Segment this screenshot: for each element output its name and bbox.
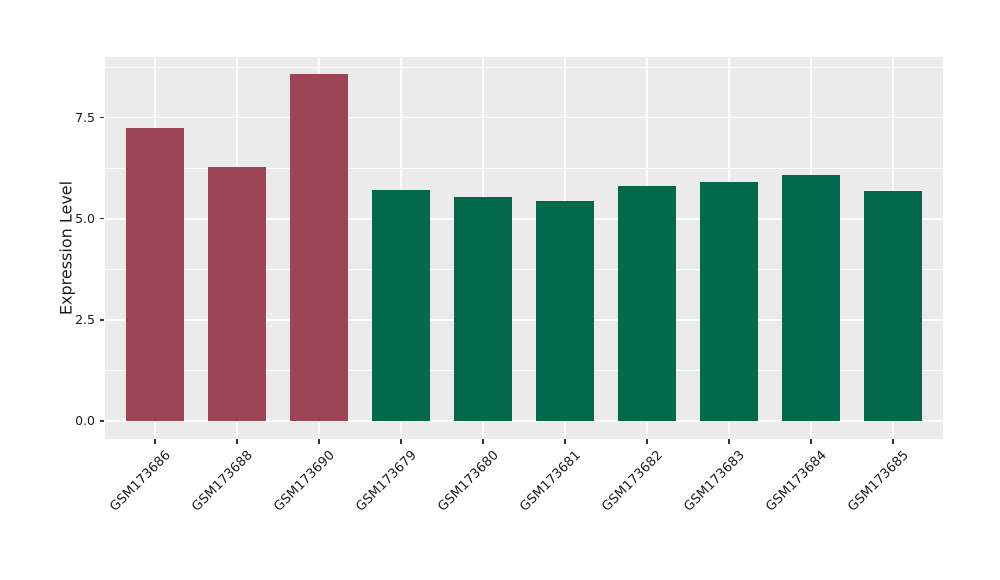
x-tick-label: GSM173685: [845, 448, 912, 515]
bar-GSM173680: [454, 197, 512, 421]
bar-GSM173683: [700, 182, 758, 421]
gridline-major: [105, 116, 943, 119]
bar-GSM173679: [372, 190, 430, 421]
y-tick-mark: [99, 217, 104, 220]
y-tick-label: 5.0: [75, 211, 95, 227]
bar-GSM173682: [618, 185, 676, 421]
x-tick-mark: [400, 439, 402, 444]
bar-GSM173681: [536, 200, 594, 421]
bar-GSM173684: [782, 175, 840, 421]
x-tick-mark: [728, 439, 730, 444]
x-tick-mark: [482, 439, 484, 444]
gridline-major: [105, 318, 943, 321]
x-tick-label: GSM173690: [271, 448, 338, 515]
bar-GSM173686: [126, 127, 184, 421]
bar-GSM173690: [290, 74, 348, 421]
x-tick-label: GSM173680: [435, 448, 502, 515]
x-tick-label: GSM173681: [517, 448, 584, 515]
gridline-major: [105, 419, 943, 422]
x-tick-label: GSM173682: [599, 448, 666, 515]
x-tick-mark: [564, 439, 566, 444]
y-tick-label: 7.5: [75, 110, 95, 126]
x-tick-label: GSM173684: [763, 448, 830, 515]
bar-GSM173685: [864, 190, 922, 421]
gridline-minor: [105, 167, 943, 169]
x-tick-mark: [318, 439, 320, 444]
y-tick-label: 2.5: [75, 312, 95, 328]
plot-panel: [105, 57, 943, 439]
y-tick-mark: [99, 116, 104, 119]
x-tick-mark: [810, 439, 812, 444]
x-tick-label: GSM173688: [189, 448, 256, 515]
y-tick-mark: [99, 319, 104, 321]
y-axis-title: Expression Level: [56, 180, 76, 316]
x-tick-label: GSM173679: [353, 448, 420, 515]
x-tick-mark: [892, 439, 894, 444]
gridline-major: [105, 217, 943, 220]
x-tick-mark: [236, 439, 238, 444]
y-tick-label: 0.0: [75, 413, 95, 429]
gridline-minor: [105, 369, 943, 371]
x-tick-mark: [154, 439, 156, 444]
gridline-minor: [105, 66, 943, 68]
bar-GSM173688: [208, 167, 266, 421]
gridline-minor: [105, 268, 943, 270]
x-tick-mark: [646, 439, 648, 444]
y-tick-mark: [99, 420, 104, 422]
x-tick-label: GSM173683: [681, 448, 748, 515]
x-tick-label: GSM173686: [107, 448, 174, 515]
